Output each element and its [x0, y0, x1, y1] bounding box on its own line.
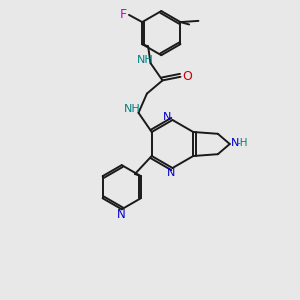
- Text: NH: NH: [124, 104, 141, 114]
- Text: N: N: [231, 137, 239, 148]
- Text: -H: -H: [237, 137, 248, 148]
- Text: F: F: [120, 8, 127, 21]
- Text: N: N: [167, 168, 175, 178]
- Text: N: N: [163, 112, 171, 122]
- Text: N: N: [117, 208, 126, 221]
- Text: NH: NH: [137, 55, 154, 65]
- Text: O: O: [182, 70, 192, 83]
